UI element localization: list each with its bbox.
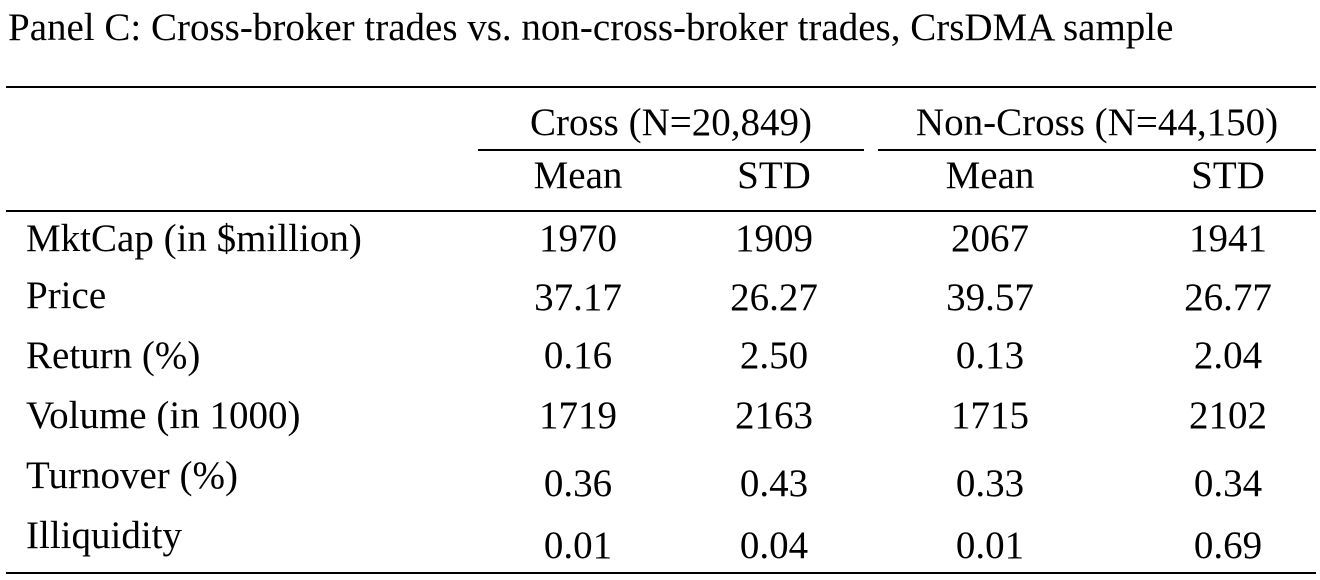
subheader-cross-std: STD [737, 154, 811, 197]
cell-mktcap-cross-std: 1909 [735, 217, 813, 260]
cell-volume-noncross-mean: 1715 [951, 394, 1029, 437]
cell-price-cross-mean: 37.17 [534, 276, 622, 319]
cell-illiquidity-noncross-std: 0.69 [1193, 524, 1263, 567]
row-label-turnover: Turnover (%) [26, 454, 238, 497]
row-label-mktcap: MktCap (in $million) [26, 217, 362, 260]
subheader-noncross-std: STD [1191, 154, 1265, 197]
cell-return-cross-std: 2.50 [739, 334, 809, 377]
group-header-noncross: Non-Cross (N=44,150) [915, 101, 1279, 144]
row-label-volume: Volume (in 1000) [26, 394, 301, 437]
cell-volume-noncross-std: 2102 [1189, 394, 1267, 437]
cell-mktcap-cross-mean: 1970 [539, 217, 617, 260]
group-rule-cross [478, 149, 864, 151]
cell-price-noncross-std: 26.77 [1184, 276, 1272, 319]
subheader-cross-mean: Mean [533, 154, 623, 197]
cell-price-noncross-mean: 39.57 [946, 276, 1034, 319]
cell-turnover-cross-std: 0.43 [739, 462, 809, 505]
cell-volume-cross-std: 2163 [735, 394, 813, 437]
row-label-return: Return (%) [26, 334, 201, 377]
table-top-rule [6, 86, 1316, 88]
panel-title: Panel C: Cross-broker trades vs. non-cro… [8, 6, 1174, 49]
cell-return-cross-mean: 0.16 [543, 334, 613, 377]
cell-mktcap-noncross-std: 1941 [1189, 217, 1267, 260]
cell-return-noncross-std: 2.04 [1193, 334, 1263, 377]
cell-price-cross-std: 26.27 [730, 276, 818, 319]
cell-illiquidity-cross-std: 0.04 [739, 524, 809, 567]
cell-illiquidity-cross-mean: 0.01 [543, 524, 613, 567]
cell-illiquidity-noncross-mean: 0.01 [955, 524, 1025, 567]
group-header-cross: Cross (N=20,849) [530, 101, 812, 144]
subheader-noncross-mean: Mean [945, 154, 1035, 197]
row-label-illiquidity: Illiquidity [26, 514, 182, 557]
cell-volume-cross-mean: 1719 [539, 394, 617, 437]
cell-turnover-cross-mean: 0.36 [543, 462, 613, 505]
group-rule-noncross [878, 149, 1316, 151]
cell-turnover-noncross-mean: 0.33 [955, 462, 1025, 505]
cell-turnover-noncross-std: 0.34 [1193, 462, 1263, 505]
cell-return-noncross-mean: 0.13 [955, 334, 1025, 377]
table-bottom-rule [6, 572, 1316, 574]
cell-mktcap-noncross-mean: 2067 [951, 217, 1029, 260]
row-label-price: Price [26, 274, 107, 317]
table-header-rule [6, 210, 1316, 212]
